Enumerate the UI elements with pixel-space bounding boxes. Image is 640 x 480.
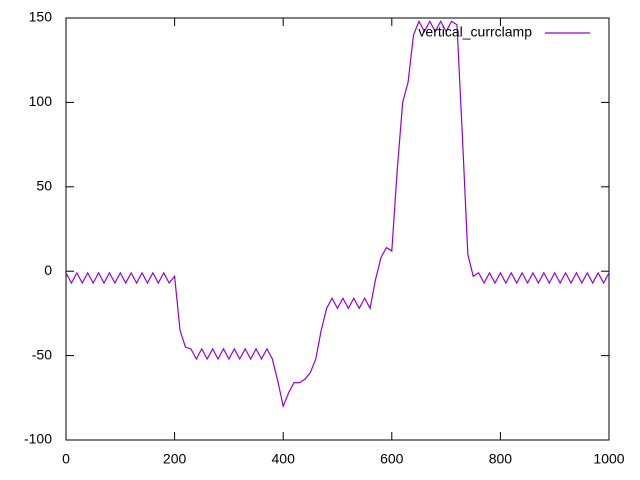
data-line [65, 19, 610, 409]
x-tick-label: 400 [272, 451, 296, 467]
x-tick-label: 200 [163, 451, 187, 467]
y-tick-label: 100 [29, 93, 53, 109]
x-tick-label: 0 [62, 451, 70, 467]
x-tick-label: 600 [380, 451, 404, 467]
legend-label: vertical_currclamp [418, 24, 532, 40]
x-tick-label: 800 [489, 451, 513, 467]
y-tick-label: 0 [44, 262, 52, 278]
plot-border [65, 17, 610, 441]
y-tick-label: 150 [29, 9, 53, 25]
x-tick-label: 1000 [593, 451, 624, 467]
y-tick-label: 50 [36, 178, 52, 194]
y-tick-label: -50 [32, 346, 52, 362]
y-tick-label: -100 [24, 431, 52, 447]
